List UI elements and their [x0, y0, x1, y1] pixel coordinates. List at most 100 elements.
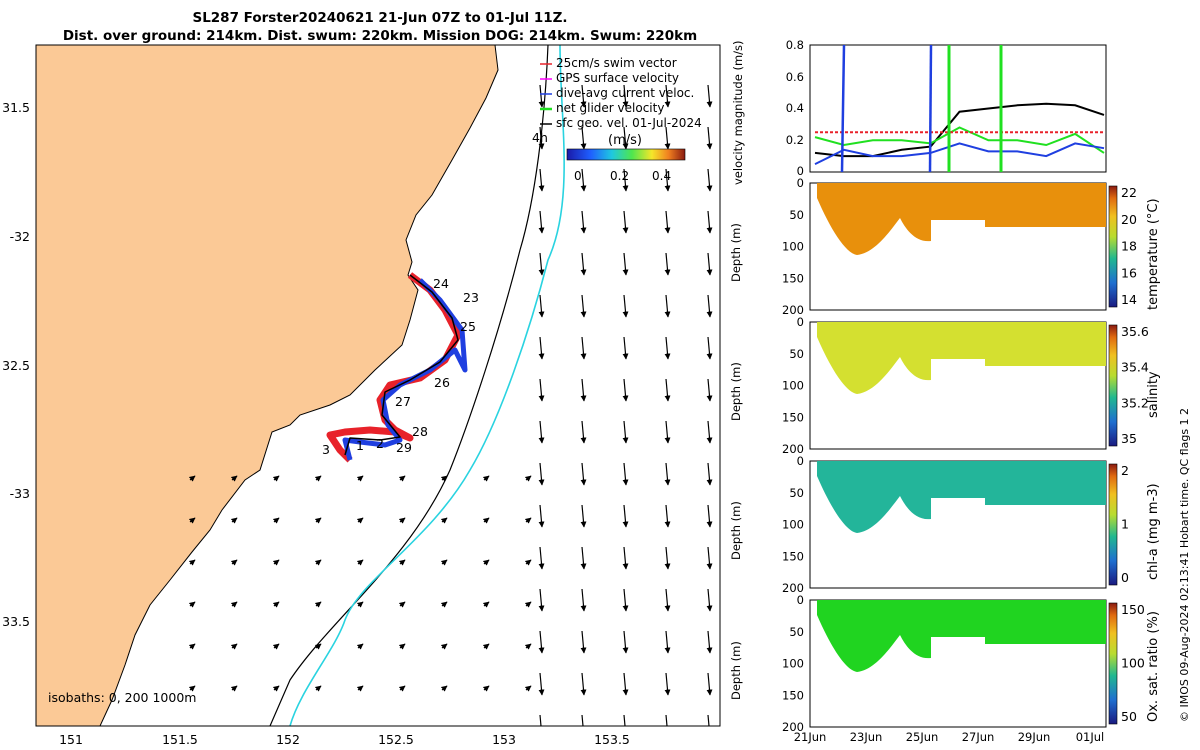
profile-data-region: [817, 322, 1106, 394]
current-arrow: [538, 504, 545, 528]
lon-tick: 152: [276, 732, 300, 747]
current-arrow: [664, 168, 671, 192]
current-arrow: [664, 504, 671, 528]
colorbar-tick: 35: [1121, 431, 1137, 446]
current-arrow: [580, 630, 587, 654]
colorbar-tick: 100: [1121, 656, 1145, 671]
current-arrow: [398, 475, 406, 482]
current-arrow: [524, 559, 532, 566]
current-arrow: [580, 336, 587, 360]
depth-tick: 200: [782, 581, 804, 595]
current-arrow: [538, 336, 545, 360]
current-arrow: [539, 714, 542, 726]
day-label: 24: [433, 276, 449, 291]
current-arrow: [622, 504, 629, 528]
profile-colorbar: [1108, 463, 1118, 586]
current-arrow: [230, 601, 238, 608]
depth-ylabel: Depth (m): [729, 501, 743, 560]
map-legend: 25cm/s swim vector GPS surface velocity …: [540, 56, 702, 183]
current-arrow: [440, 517, 448, 524]
time-tick: 23Jun: [850, 730, 883, 744]
glider-track: [326, 272, 468, 463]
current-arrow: [314, 601, 322, 608]
current-arrow: [482, 475, 490, 482]
current-arrow: [524, 685, 532, 692]
current-arrow: [314, 517, 322, 524]
current-arrow: [230, 685, 238, 692]
day-label: 4h: [532, 130, 548, 145]
colorbar-units: (m/s): [608, 133, 642, 148]
current-arrow: [314, 475, 322, 482]
current-arrow: [706, 588, 713, 612]
time-tick: 27Jun: [962, 730, 995, 744]
current-arrow: [398, 559, 406, 566]
current-arrow: [356, 559, 364, 566]
profile-panel: 0 50 100 150 200 50 100 150: [782, 593, 1145, 734]
current-arrow: [664, 126, 671, 150]
profile-panel: 0 50 100 150 200 14 16 18 20 22: [782, 176, 1137, 317]
colorbar-tick: 0: [574, 169, 582, 183]
current-arrow: [398, 517, 406, 524]
current-arrow: [706, 336, 713, 360]
current-arrow: [580, 126, 587, 150]
profile-colorbar: [1108, 324, 1118, 447]
current-arrow: [622, 294, 629, 318]
colorbar-tick: 0.2: [610, 169, 629, 183]
current-arrow: [398, 685, 406, 692]
current-arrow: [230, 475, 238, 482]
current-arrow: [706, 126, 713, 150]
isobath-note: isobaths: 0, 200 1000m: [48, 690, 196, 705]
velocity-panel: 0 0.2 0.4 0.6 0.8: [786, 38, 1107, 178]
depth-tick: 200: [782, 720, 804, 734]
current-arrow: [622, 378, 629, 402]
current-arrow: [622, 588, 629, 612]
current-arrow: [538, 630, 545, 654]
current-arrow: [356, 517, 364, 524]
current-arrow: [538, 252, 545, 276]
current-arrow: [314, 559, 322, 566]
current-arrow: [538, 126, 545, 150]
current-arrow: [706, 420, 713, 444]
velocity-series-line: [814, 102, 1105, 158]
current-arrow: [580, 378, 587, 402]
lat-tick: -32: [10, 229, 30, 244]
current-arrow: [706, 504, 713, 528]
day-label: 28: [412, 424, 428, 439]
profile-data-region: [817, 183, 1106, 255]
current-arrow: [622, 126, 629, 150]
depth-tick: 50: [789, 625, 804, 639]
profile-panel: 0 50 100 150 200 35 35.2 35.4 35.6: [782, 315, 1149, 456]
day-label: 26: [434, 375, 450, 390]
current-arrow: [622, 336, 629, 360]
current-arrow: [524, 475, 532, 482]
current-arrow: [580, 420, 587, 444]
current-arrow: [356, 643, 364, 650]
oxygen-cbar-label: Ox. sat. ratio (%): [1146, 611, 1161, 722]
current-arrow: [706, 294, 713, 318]
depth-tick: 100: [782, 240, 804, 254]
colorbar-tick: 20: [1121, 212, 1137, 227]
current-arrow: [398, 601, 406, 608]
copyright-note: © IMOS 09-Aug-2024 02:13:41 Hobart time.…: [1178, 407, 1191, 722]
depth-tick: 0: [797, 176, 804, 190]
day-label: 29: [396, 440, 412, 455]
isobath-1000: [289, 45, 565, 726]
current-arrow: [706, 168, 713, 192]
current-arrow: [580, 504, 587, 528]
current-arrow: [538, 378, 545, 402]
depth-tick: 50: [789, 486, 804, 500]
current-arrow: [580, 210, 587, 234]
profile-panel: 0 50 100 150 200 0 1 2: [782, 454, 1129, 595]
current-arrow: [272, 685, 280, 692]
current-arrow: [664, 378, 671, 402]
time-tick: 01Jul: [1076, 730, 1105, 744]
current-arrow: [706, 210, 713, 234]
current-arrow: [538, 168, 545, 192]
day-label: 27: [395, 394, 411, 409]
depth-tick: 150: [782, 549, 804, 563]
vel-ytick: 0: [797, 164, 804, 178]
colorbar-tick: 14: [1121, 292, 1137, 307]
current-arrow: [580, 168, 587, 192]
current-arrow: [356, 601, 364, 608]
